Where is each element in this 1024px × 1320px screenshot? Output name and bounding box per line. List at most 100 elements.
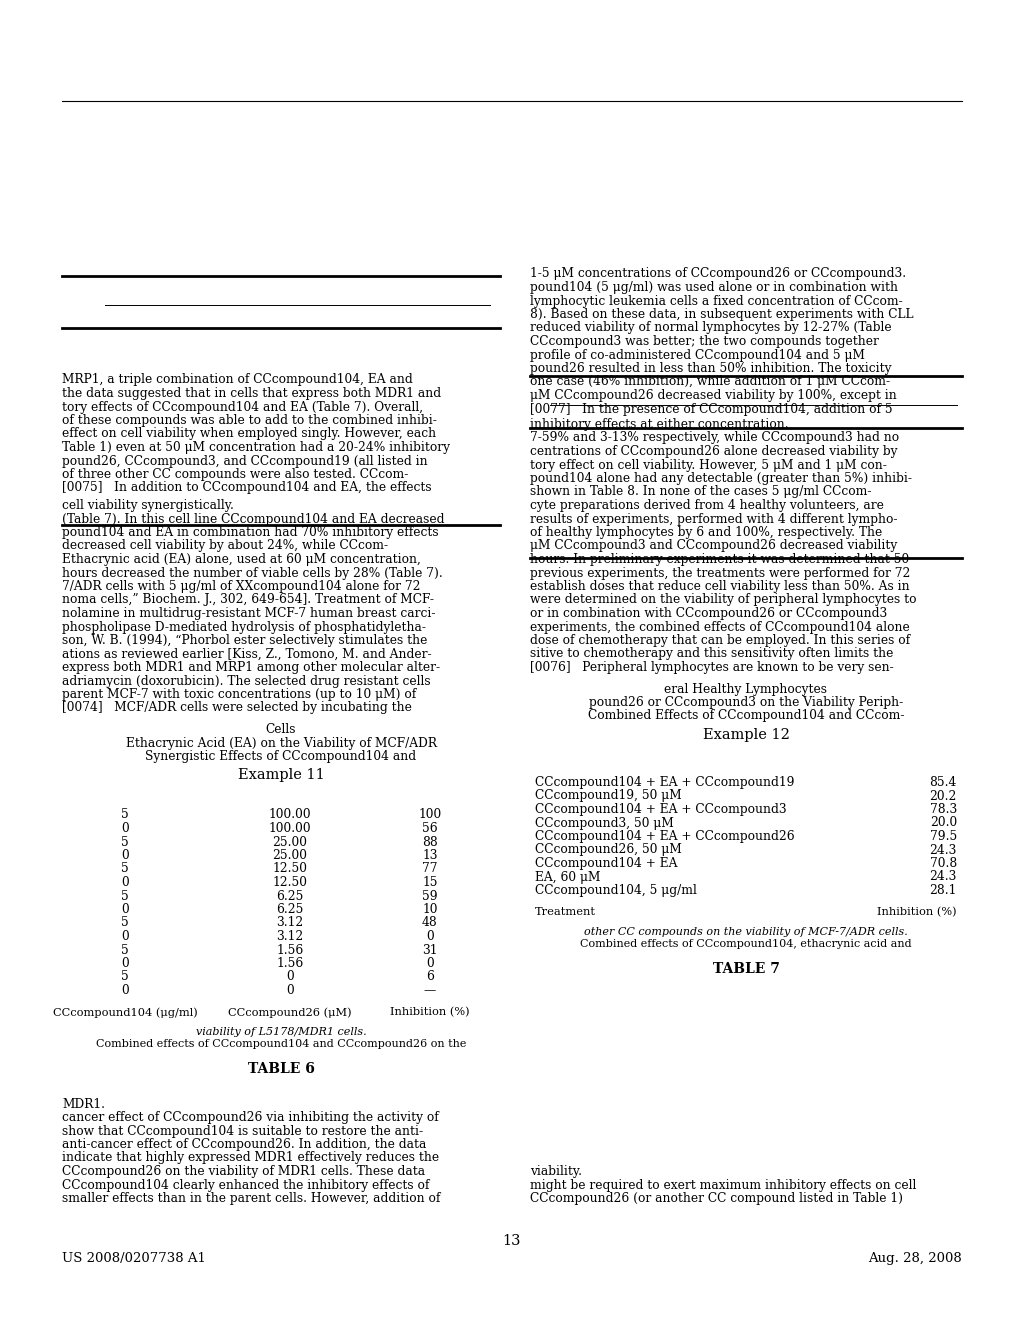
Text: tory effect on cell viability. However, 5 μM and 1 μM con-: tory effect on cell viability. However, … [530, 458, 887, 471]
Text: 12.50: 12.50 [272, 876, 307, 888]
Text: [0074]   MCF/ADR cells were selected by incubating the: [0074] MCF/ADR cells were selected by in… [62, 701, 412, 714]
Text: 100.00: 100.00 [268, 808, 311, 821]
Text: 48: 48 [422, 916, 438, 929]
Text: 31: 31 [422, 944, 437, 957]
Text: 0: 0 [121, 983, 129, 997]
Text: (Table 7). In this cell line CCcompound104 and EA decreased: (Table 7). In this cell line CCcompound1… [62, 512, 444, 525]
Text: 5: 5 [121, 970, 129, 983]
Text: 25.00: 25.00 [272, 836, 307, 849]
Text: 0: 0 [121, 931, 129, 942]
Text: 77: 77 [422, 862, 437, 875]
Text: centrations of CCcompound26 alone decreased viability by: centrations of CCcompound26 alone decrea… [530, 445, 897, 458]
Text: 5: 5 [121, 808, 129, 821]
Text: ations as reviewed earlier [Kiss, Z., Tomono, M. and Ander-: ations as reviewed earlier [Kiss, Z., To… [62, 648, 432, 660]
Text: CCcompound26, 50 μM: CCcompound26, 50 μM [535, 843, 682, 857]
Text: smaller effects than in the parent cells. However, addition of: smaller effects than in the parent cells… [62, 1192, 440, 1205]
Text: decreased cell viability by about 24%, while CCcom-: decreased cell viability by about 24%, w… [62, 540, 388, 553]
Text: CCcompound104 (μg/ml): CCcompound104 (μg/ml) [52, 1007, 198, 1018]
Text: Synergistic Effects of CCcompound104 and: Synergistic Effects of CCcompound104 and [145, 750, 417, 763]
Text: EA, 60 μM: EA, 60 μM [535, 870, 600, 883]
Text: CCcompound26 (μM): CCcompound26 (μM) [228, 1007, 352, 1018]
Text: of healthy lymphocytes by 6 and 100%, respectively. The: of healthy lymphocytes by 6 and 100%, re… [530, 525, 883, 539]
Text: 5: 5 [121, 944, 129, 957]
Text: pound26 resulted in less than 50% inhibition. The toxicity: pound26 resulted in less than 50% inhibi… [530, 362, 892, 375]
Text: 13: 13 [503, 1234, 521, 1247]
Text: 1.56: 1.56 [276, 944, 304, 957]
Text: US 2008/0207738 A1: US 2008/0207738 A1 [62, 1251, 206, 1265]
Text: 5: 5 [121, 890, 129, 903]
Text: the data suggested that in cells that express both MDR1 and: the data suggested that in cells that ex… [62, 387, 441, 400]
Text: 25.00: 25.00 [272, 849, 307, 862]
Text: 15: 15 [422, 876, 437, 888]
Text: pound26, CCcompound3, and CCcompound19 (all listed in: pound26, CCcompound3, and CCcompound19 (… [62, 454, 428, 467]
Text: 13: 13 [422, 849, 437, 862]
Text: μM CCcompound3 and CCcompound26 decreased viability: μM CCcompound3 and CCcompound26 decrease… [530, 540, 897, 553]
Text: pound104 (5 μg/ml) was used alone or in combination with: pound104 (5 μg/ml) was used alone or in … [530, 281, 898, 294]
Text: of these compounds was able to add to the combined inhibi-: of these compounds was able to add to th… [62, 414, 437, 426]
Text: 100: 100 [419, 808, 441, 821]
Text: 0: 0 [286, 970, 294, 983]
Text: Cells: Cells [266, 723, 296, 737]
Text: Combined effects of CCcompound104, ethacrynic acid and: Combined effects of CCcompound104, ethac… [581, 939, 911, 949]
Text: hours. In preliminary experiments it was determined that 50: hours. In preliminary experiments it was… [530, 553, 909, 566]
Text: tory effects of CCcompound104 and EA (Table 7). Overall,: tory effects of CCcompound104 and EA (Ta… [62, 400, 423, 413]
Text: Combined Effects of CCcompound104 and CCcom-: Combined Effects of CCcompound104 and CC… [588, 710, 904, 722]
Text: [0075]   In addition to CCcompound104 and EA, the effects: [0075] In addition to CCcompound104 and … [62, 482, 432, 495]
Text: previous experiments, the treatments were performed for 72: previous experiments, the treatments wer… [530, 566, 910, 579]
Text: 24.3: 24.3 [930, 870, 957, 883]
Text: Ethacrynic acid (EA) alone, used at 60 μM concentration,: Ethacrynic acid (EA) alone, used at 60 μ… [62, 553, 421, 566]
Text: Inhibition (%): Inhibition (%) [390, 1007, 470, 1018]
Text: Inhibition (%): Inhibition (%) [878, 907, 957, 917]
Text: CCcompound19, 50 μM: CCcompound19, 50 μM [535, 789, 682, 803]
Text: 100.00: 100.00 [268, 822, 311, 836]
Text: 28.1: 28.1 [930, 884, 957, 898]
Text: pound26 or CCcompound3 on the Viability Periph-: pound26 or CCcompound3 on the Viability … [589, 696, 903, 709]
Text: TABLE 7: TABLE 7 [713, 962, 779, 975]
Text: CCcompound104, 5 μg/ml: CCcompound104, 5 μg/ml [535, 884, 697, 898]
Text: 6.25: 6.25 [276, 903, 304, 916]
Text: μM CCcompound26 decreased viability by 100%, except in: μM CCcompound26 decreased viability by 1… [530, 389, 897, 403]
Text: or in combination with CCcompound26 or CCcompound3: or in combination with CCcompound26 or C… [530, 607, 887, 620]
Text: Combined effects of CCcompound104 and CCcompound26 on the: Combined effects of CCcompound104 and CC… [96, 1039, 466, 1049]
Text: nolamine in multidrug-resistant MCF-7 human breast carci-: nolamine in multidrug-resistant MCF-7 hu… [62, 607, 435, 620]
Text: 8). Based on these data, in subsequent experiments with CLL: 8). Based on these data, in subsequent e… [530, 308, 913, 321]
Text: 0: 0 [121, 822, 129, 836]
Text: cyte preparations derived from 4 healthy volunteers, are: cyte preparations derived from 4 healthy… [530, 499, 884, 512]
Text: CCcompound26 on the viability of MDR1 cells. These data: CCcompound26 on the viability of MDR1 ce… [62, 1166, 425, 1177]
Text: 0: 0 [426, 957, 434, 970]
Text: 79.5: 79.5 [930, 830, 957, 843]
Text: 5: 5 [121, 862, 129, 875]
Text: 5: 5 [121, 836, 129, 849]
Text: —: — [424, 983, 436, 997]
Text: other CC compounds on the viability of MCF-7/ADR cells.: other CC compounds on the viability of M… [584, 927, 908, 937]
Text: CCcompound104 clearly enhanced the inhibitory effects of: CCcompound104 clearly enhanced the inhib… [62, 1179, 429, 1192]
Text: 12.50: 12.50 [272, 862, 307, 875]
Text: 1.56: 1.56 [276, 957, 304, 970]
Text: hours decreased the number of viable cells by 28% (Table 7).: hours decreased the number of viable cel… [62, 566, 442, 579]
Text: viability of L5178/MDR1 cells.: viability of L5178/MDR1 cells. [196, 1027, 367, 1038]
Text: CCcompound26 (or another CC compound listed in Table 1): CCcompound26 (or another CC compound lis… [530, 1192, 903, 1205]
Text: 6: 6 [426, 970, 434, 983]
Text: of three other CC compounds were also tested. CCcom-: of three other CC compounds were also te… [62, 469, 409, 480]
Text: 5: 5 [121, 916, 129, 929]
Text: inhibitory effects at either concentration.: inhibitory effects at either concentrati… [530, 418, 788, 432]
Text: 88: 88 [422, 836, 438, 849]
Text: CCcompound3 was better; the two compounds together: CCcompound3 was better; the two compound… [530, 335, 879, 348]
Text: eral Healthy Lymphocytes: eral Healthy Lymphocytes [665, 682, 827, 696]
Text: 7/ADR cells with 5 μg/ml of XXcompound104 alone for 72: 7/ADR cells with 5 μg/ml of XXcompound10… [62, 579, 421, 593]
Text: 56: 56 [422, 822, 438, 836]
Text: 0: 0 [121, 876, 129, 888]
Text: adriamycin (doxorubicin). The selected drug resistant cells: adriamycin (doxorubicin). The selected d… [62, 675, 431, 688]
Text: one case (46% inhibition), while addition of 1 μM CCcom-: one case (46% inhibition), while additio… [530, 375, 890, 388]
Text: anti-cancer effect of CCcompound26. In addition, the data: anti-cancer effect of CCcompound26. In a… [62, 1138, 426, 1151]
Text: 20.0: 20.0 [930, 817, 957, 829]
Text: Example 11: Example 11 [238, 768, 325, 781]
Text: 0: 0 [286, 983, 294, 997]
Text: indicate that highly expressed MDR1 effectively reduces the: indicate that highly expressed MDR1 effe… [62, 1151, 439, 1164]
Text: shown in Table 8. In none of the cases 5 μg/ml CCcom-: shown in Table 8. In none of the cases 5… [530, 486, 871, 499]
Text: profile of co-administered CCcompound104 and 5 μM: profile of co-administered CCcompound104… [530, 348, 865, 362]
Text: MDR1.: MDR1. [62, 1097, 105, 1110]
Text: 1-5 μM concentrations of CCcompound26 or CCcompound3.: 1-5 μM concentrations of CCcompound26 or… [530, 268, 906, 281]
Text: viability.: viability. [530, 1166, 582, 1177]
Text: results of experiments, performed with 4 different lympho-: results of experiments, performed with 4… [530, 512, 897, 525]
